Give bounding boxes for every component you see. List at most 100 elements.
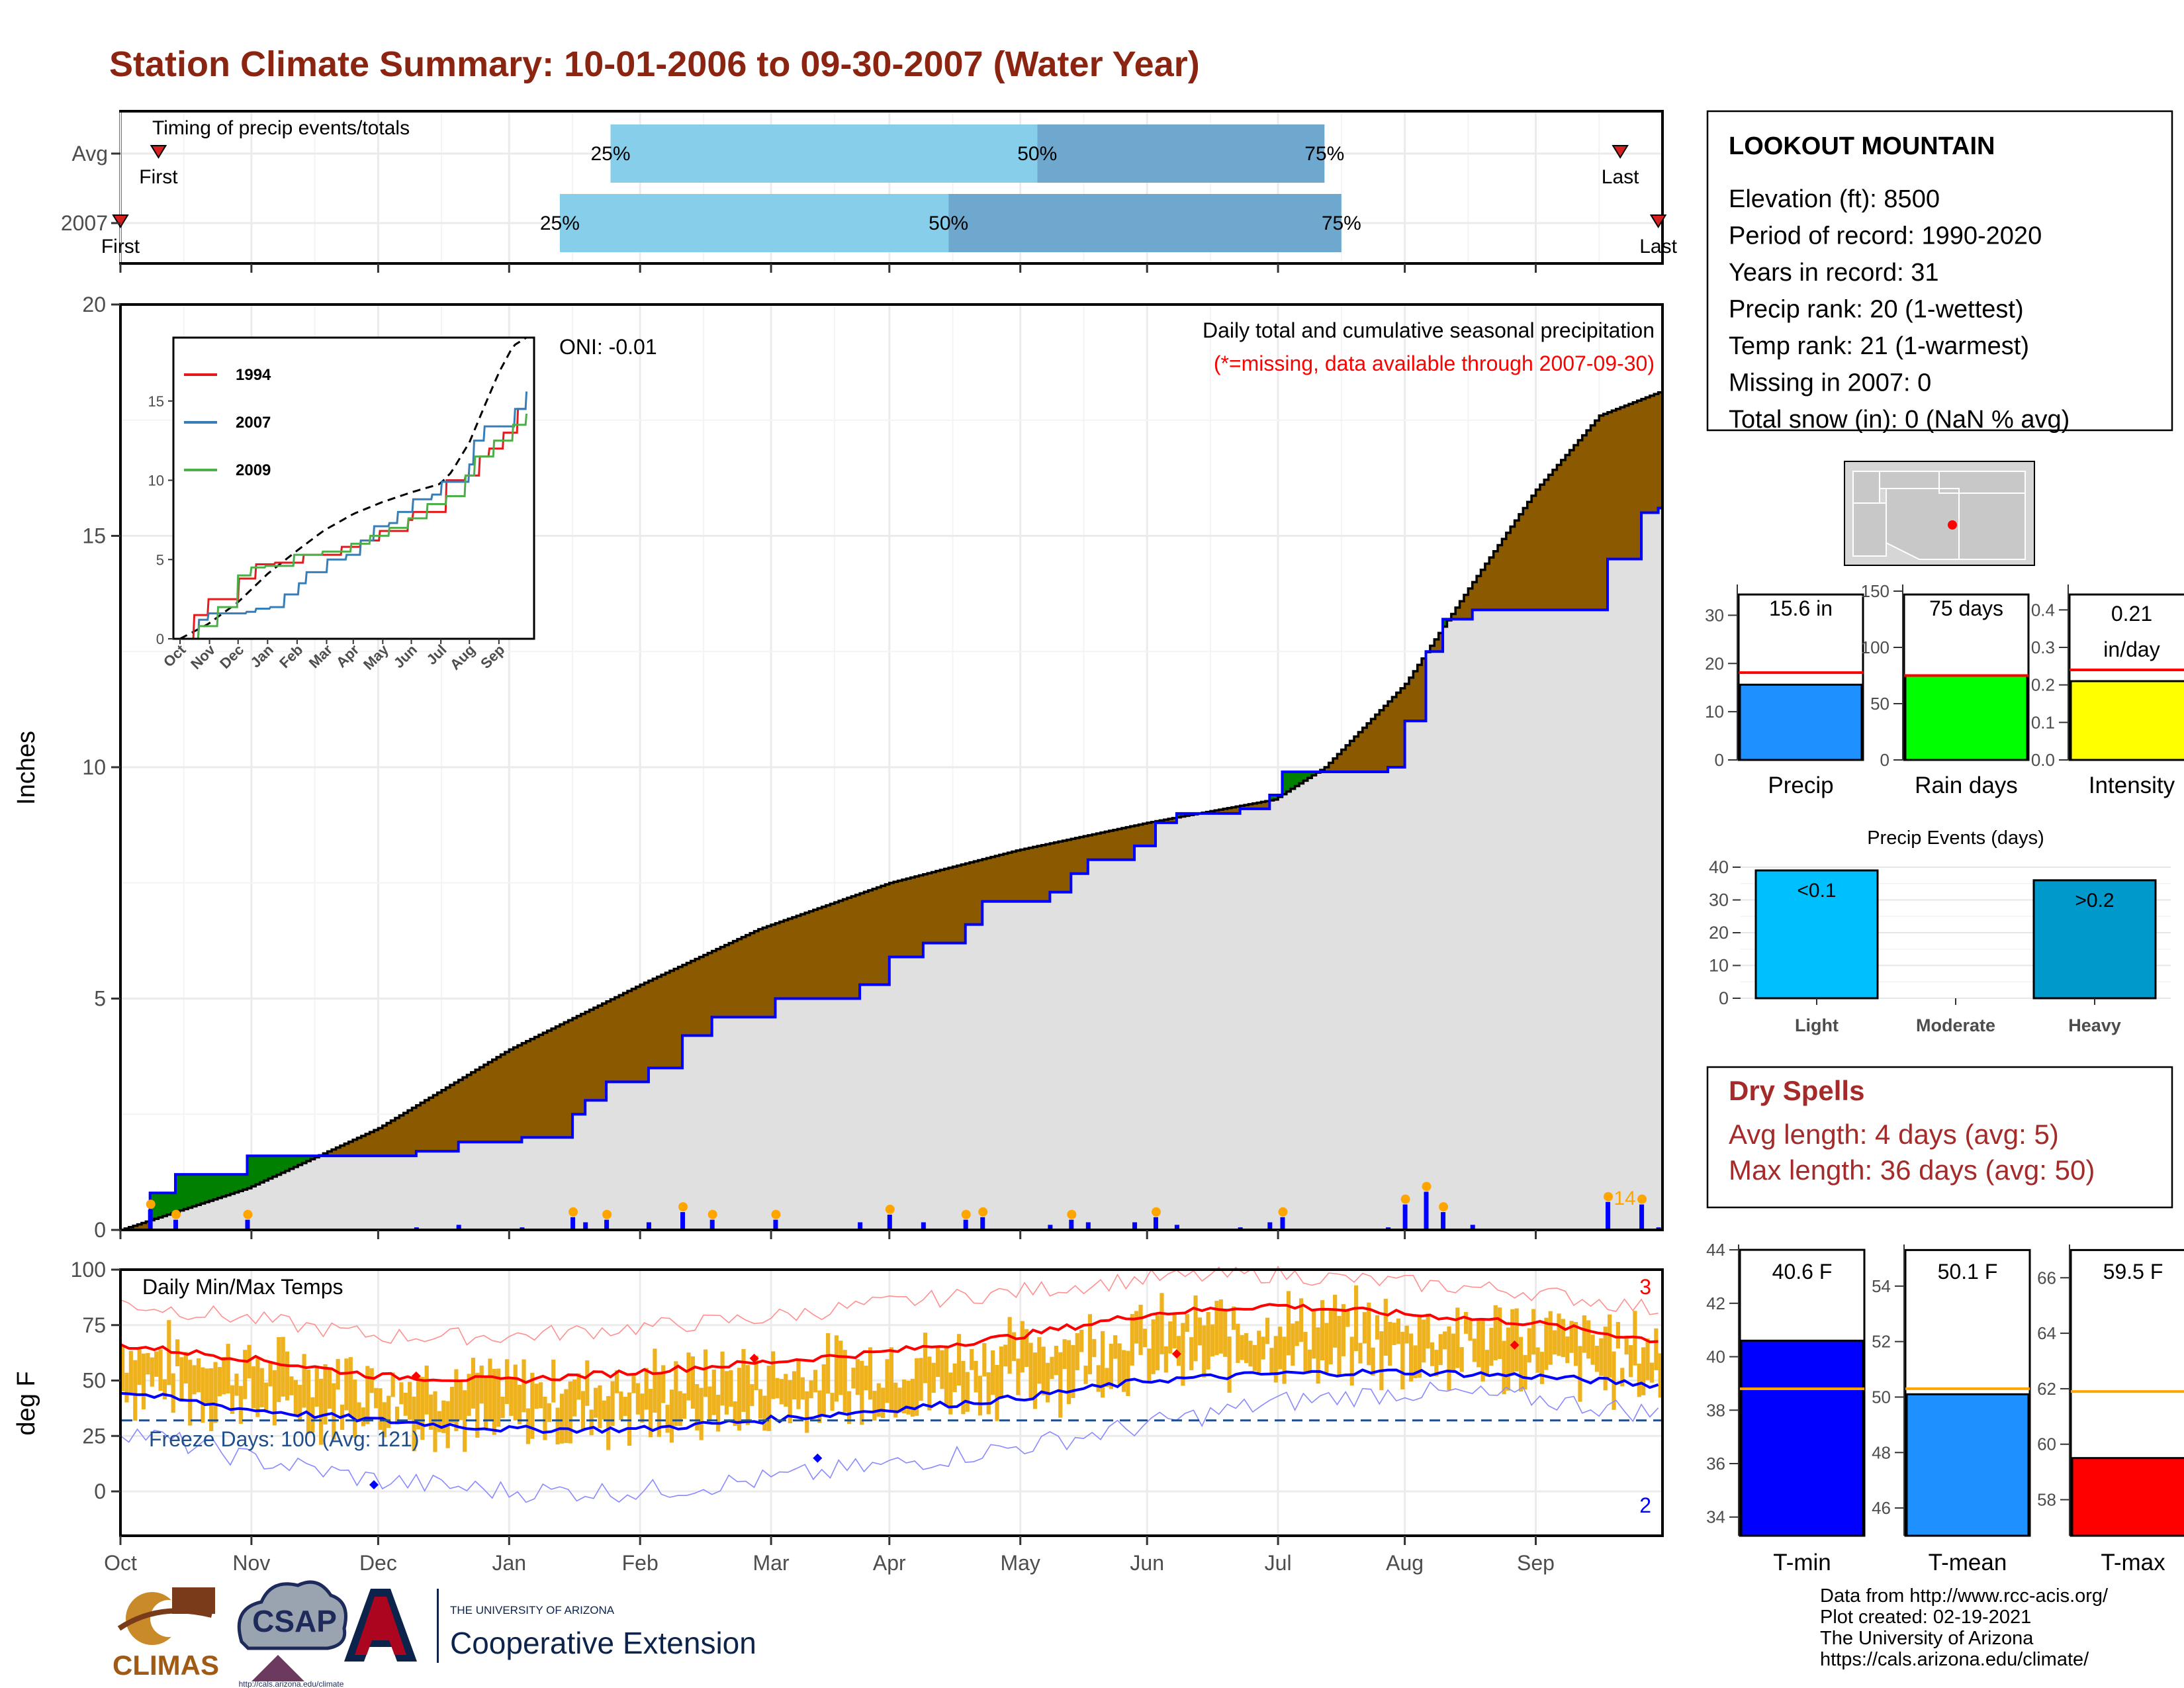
daily-temp-bar (1422, 1319, 1426, 1363)
daily-temp-bar (1130, 1314, 1134, 1366)
daily-temp-bar (281, 1336, 285, 1397)
surplus-strip (201, 1174, 206, 1204)
deficit-strip (1341, 749, 1346, 772)
precip-panel: 0 5 10 15 20 Daily total and cumulative seas… (13, 293, 1664, 1242)
deficit-strip (1265, 801, 1270, 809)
deficit-strip (1248, 804, 1253, 809)
surplus-strip (1303, 771, 1308, 781)
deficit-strip (420, 1102, 426, 1152)
surplus-strip (302, 1156, 307, 1163)
daily-temp-bar (1484, 1350, 1490, 1377)
timing-first-marker (112, 214, 129, 228)
daily-temp-bar (1020, 1321, 1024, 1373)
daily-temp-bar (1278, 1327, 1283, 1370)
deficit-strip (745, 935, 751, 1017)
daily-temp-bar (1147, 1348, 1152, 1382)
deficit-strip (513, 1047, 518, 1143)
daily-temp-bar (1050, 1356, 1054, 1380)
daily-precip-max-marker (243, 1209, 253, 1219)
daily-temp-bar (762, 1395, 767, 1431)
deficit-strip (817, 908, 823, 999)
daily-precip-bar (1280, 1217, 1285, 1230)
daily-temp-bar (420, 1376, 425, 1440)
deficit-strip (855, 894, 860, 999)
daily-temp-bar (538, 1382, 543, 1409)
timing-last-label: Last (1602, 166, 1639, 188)
daily-temp-bar (403, 1392, 408, 1416)
deficit-strip (1624, 405, 1629, 559)
event-bar-label: <0.1 (1797, 880, 1836, 902)
daily-temp-bar (1388, 1321, 1392, 1366)
deficit-strip (475, 1070, 480, 1143)
surplus-strip (209, 1174, 214, 1201)
daily-temp-bar (1430, 1342, 1435, 1366)
daily-temp-bar (217, 1367, 222, 1397)
temp-bar-ytick-label: 48 (1872, 1442, 1891, 1462)
daily-temp-bar (1358, 1342, 1363, 1364)
daily-temp-bar (1185, 1314, 1189, 1333)
deficit-strip (788, 918, 793, 999)
daily-temp-bar (1608, 1314, 1612, 1378)
deficit-strip (644, 982, 649, 1082)
surplus-strip (183, 1174, 189, 1209)
deficit-strip (458, 1080, 463, 1143)
temp-ytick-label: 50 (82, 1369, 106, 1393)
timing-last-marker (1612, 145, 1629, 159)
deficit-strip (610, 999, 615, 1082)
surplus-strip (196, 1174, 201, 1205)
daily-temp-bar (1024, 1329, 1029, 1368)
daily-temp-bar (1451, 1333, 1456, 1372)
daily-temp-bar (201, 1367, 205, 1423)
deficit-strip (1484, 563, 1490, 610)
daily-temp-bar (369, 1368, 374, 1393)
daily-precip-bar (604, 1219, 610, 1230)
deficit-strip (1105, 831, 1110, 860)
temp-bar-category-label: T-min (1773, 1550, 1831, 1575)
surplus-strip (1273, 794, 1279, 800)
deficit-strip (1388, 701, 1393, 767)
avg-min-line (120, 1368, 1659, 1434)
daily-temp-bar (1189, 1336, 1194, 1370)
daily-temp-bar (948, 1372, 953, 1415)
deficit-strip (864, 892, 869, 985)
deficit-strip (1548, 475, 1553, 610)
deficit-strip (580, 1013, 586, 1115)
daily-temp-bar (1586, 1320, 1591, 1359)
daily-temp-bar (644, 1368, 649, 1410)
credits: Data from http://www.rcc-acis.org/ Plot … (1820, 1585, 2108, 1670)
surplus-strip (272, 1156, 277, 1177)
daily-temp-bar (830, 1393, 835, 1411)
deficit-strip (1590, 425, 1596, 610)
deficit-strip (775, 923, 780, 999)
bar-ytick-label: 0.1 (2031, 712, 2055, 732)
bar-ytick-label: 0.4 (2031, 600, 2055, 620)
timing-bar-q2-2007 (948, 194, 1342, 252)
daily-temp-bar (1379, 1331, 1384, 1391)
daily-temp-bar (424, 1365, 429, 1415)
deficit-strip (876, 887, 882, 985)
deficit-strip (1147, 822, 1152, 846)
daily-temp-bar (834, 1335, 839, 1402)
deficit-strip (1134, 825, 1140, 846)
deficit-strip (885, 884, 890, 985)
deficit-strip (1477, 576, 1482, 610)
daily-temp-bar (133, 1360, 138, 1421)
daily-temp-bar (1011, 1332, 1017, 1362)
main-ytick-label: 20 (82, 293, 106, 316)
deficit-strip (1658, 392, 1663, 508)
daily-temp-bar (390, 1372, 395, 1397)
deficit-strip (538, 1035, 543, 1138)
daily-temp-bar (1472, 1338, 1477, 1362)
daily-temp-bar (952, 1363, 957, 1393)
deficit-strip (378, 1128, 383, 1156)
daily-temp-bar (555, 1407, 560, 1444)
daily-temp-bar (1455, 1307, 1460, 1368)
surplus-strip (298, 1156, 303, 1165)
surplus-strip (310, 1156, 316, 1160)
deficit-strip (627, 991, 633, 1082)
deficit-strip (1261, 802, 1266, 809)
daily-temp-bar (741, 1348, 746, 1412)
deficit-strip (1451, 614, 1456, 620)
daily-temp-bar (1193, 1295, 1198, 1362)
daily-temp-bar (1506, 1327, 1511, 1391)
